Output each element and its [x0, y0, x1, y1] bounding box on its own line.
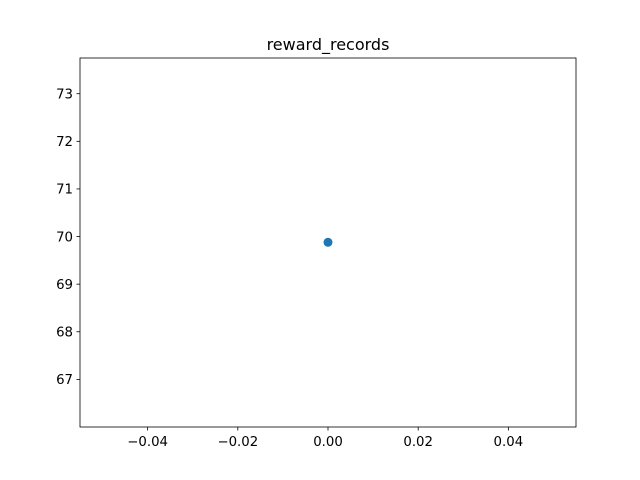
data-point	[323, 237, 333, 247]
x-tick-label: 0.00	[313, 435, 343, 450]
y-tick-label: 73	[56, 88, 73, 103]
data-series	[323, 237, 333, 247]
x-tick-label: 0.02	[403, 435, 433, 450]
x-tick-label: −0.02	[217, 435, 258, 450]
x-tick-label: 0.04	[494, 435, 524, 450]
y-tick-label: 67	[56, 373, 73, 388]
y-tick-label: 71	[56, 183, 73, 198]
x-axis: −0.04 −0.02 0.00 0.02 0.04	[127, 427, 523, 450]
chart-title: reward_records	[267, 35, 390, 55]
y-tick-label: 70	[56, 230, 73, 245]
y-axis: 67 68 69 70 71 72 73	[56, 88, 80, 388]
y-tick-label: 68	[56, 326, 73, 341]
x-tick-label: −0.04	[127, 435, 168, 450]
y-tick-label: 72	[56, 135, 73, 150]
plot-frame	[79, 57, 577, 428]
y-tick-label: 69	[56, 278, 73, 293]
